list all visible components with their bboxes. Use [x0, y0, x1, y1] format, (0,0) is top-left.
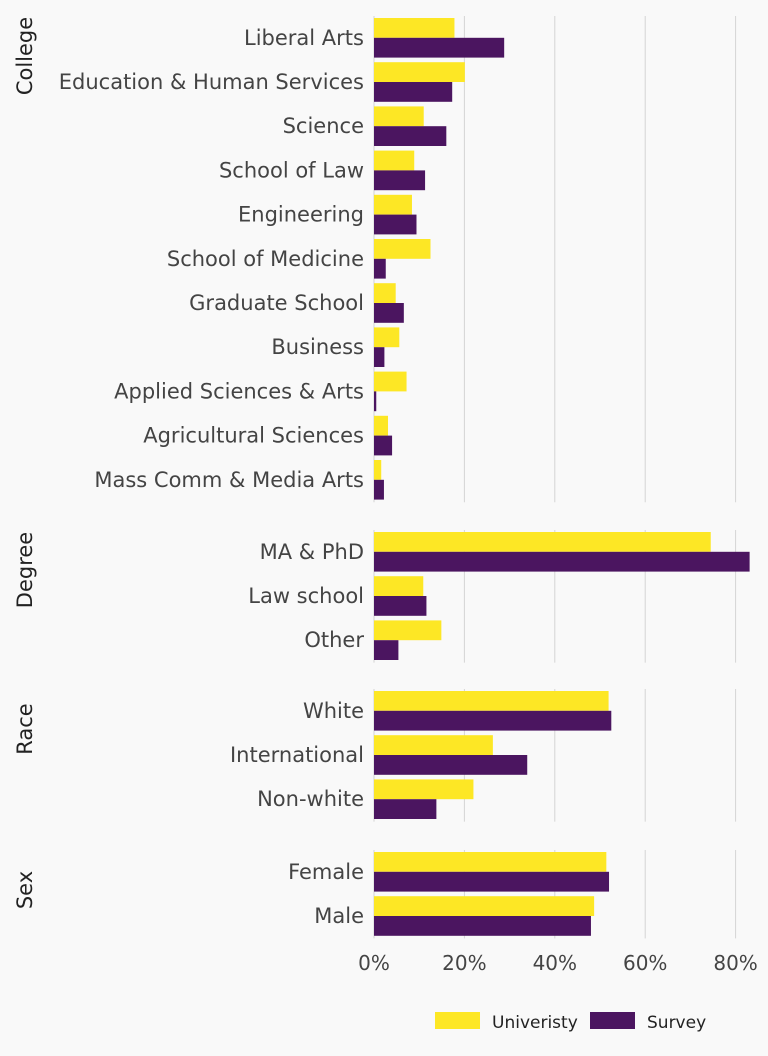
category-label-international: International	[230, 743, 364, 767]
bar-univeristy-male	[374, 896, 594, 916]
bar-survey-applied-sciences-and-arts	[374, 391, 376, 411]
bar-survey-education-and-human-services	[374, 82, 452, 102]
category-label-science: Science	[283, 114, 364, 138]
category-label-white: White	[303, 699, 364, 723]
bar-survey-science	[374, 126, 446, 146]
bar-survey-liberal-arts	[374, 38, 504, 58]
bar-survey-international	[374, 755, 527, 775]
category-label-school-of-law: School of Law	[219, 158, 364, 182]
bar-univeristy-education-and-human-services	[374, 62, 465, 82]
bar-univeristy-other	[374, 620, 441, 640]
category-label-mass-comm-and-media-arts: Mass Comm & Media Arts	[94, 468, 364, 492]
category-label-agricultural-sciences: Agricultural Sciences	[143, 424, 364, 448]
bar-univeristy-applied-sciences-and-arts	[374, 372, 407, 392]
bar-survey-female	[374, 872, 609, 892]
bar-univeristy-graduate-school	[374, 283, 396, 303]
bar-survey-mass-comm-and-media-arts	[374, 480, 384, 500]
bar-survey-school-of-law	[374, 170, 425, 190]
bar-survey-white	[374, 711, 611, 731]
x-axis: 0% 20% 40% 60% 80%	[358, 951, 758, 975]
facet-label-sex: Sex	[13, 871, 37, 909]
x-tick-label-1: 20%	[442, 951, 486, 975]
bar-survey-law-school	[374, 596, 426, 616]
category-labels: Liberal Arts Education & Human Services Sc…	[59, 26, 365, 928]
category-label-law-school: Law school	[248, 584, 364, 608]
bar-survey-ma-and-phd	[374, 552, 750, 572]
bar-univeristy-business	[374, 327, 399, 347]
bar-univeristy-mass-comm-and-media-arts	[374, 460, 381, 480]
bar-survey-non-white	[374, 799, 436, 819]
bar-univeristy-liberal-arts	[374, 18, 454, 38]
bar-survey-male	[374, 916, 591, 936]
bar-univeristy-law-school	[374, 576, 423, 596]
bar-survey-engineering	[374, 215, 416, 235]
legend-label-survey: Survey	[647, 1013, 706, 1033]
facet-label-race: Race	[13, 703, 37, 754]
bar-univeristy-non-white	[374, 779, 473, 799]
category-label-school-of-medicine: School of Medicine	[167, 247, 364, 271]
bar-univeristy-science	[374, 106, 424, 126]
bar-univeristy-international	[374, 735, 493, 755]
category-label-graduate-school: Graduate School	[189, 291, 364, 315]
x-tick-label-2: 40%	[533, 951, 577, 975]
category-label-engineering: Engineering	[238, 203, 364, 227]
bar-survey-school-of-medicine	[374, 259, 386, 279]
category-label-liberal-arts: Liberal Arts	[244, 26, 364, 50]
category-label-non-white: Non-white	[257, 787, 364, 811]
category-label-other: Other	[304, 628, 364, 652]
bar-univeristy-ma-and-phd	[374, 532, 711, 552]
category-label-female: Female	[288, 860, 364, 884]
facet-label-degree: Degree	[13, 532, 37, 608]
legend: Univeristy Survey	[435, 1012, 706, 1033]
facet-labels: College Degree Race Sex	[13, 17, 37, 909]
x-tick-label-0: 0%	[358, 951, 390, 975]
category-label-education-and-human-services: Education & Human Services	[59, 70, 364, 94]
bar-survey-other	[374, 640, 398, 660]
bar-univeristy-engineering	[374, 195, 412, 215]
legend-swatch-survey	[590, 1012, 635, 1029]
x-tick-label-4: 80%	[713, 951, 757, 975]
category-label-applied-sciences-and-arts: Applied Sciences & Arts	[114, 379, 364, 403]
facet-label-college: College	[13, 17, 37, 95]
bar-survey-business	[374, 347, 384, 367]
bar-univeristy-school-of-medicine	[374, 239, 431, 259]
bar-univeristy-agricultural-sciences	[374, 416, 388, 436]
bar-univeristy-school-of-law	[374, 151, 414, 171]
legend-label-univeristy: Univeristy	[492, 1013, 578, 1033]
bar-univeristy-female	[374, 852, 606, 872]
x-tick-label-3: 60%	[623, 951, 667, 975]
category-label-business: Business	[271, 335, 364, 359]
category-label-male: Male	[314, 904, 364, 928]
legend-swatch-univeristy	[435, 1012, 480, 1029]
category-label-ma-and-phd: MA & PhD	[260, 540, 364, 564]
bar-univeristy-white	[374, 691, 609, 711]
bars	[374, 18, 750, 936]
bar-survey-agricultural-sciences	[374, 436, 392, 456]
bar-survey-graduate-school	[374, 303, 404, 323]
